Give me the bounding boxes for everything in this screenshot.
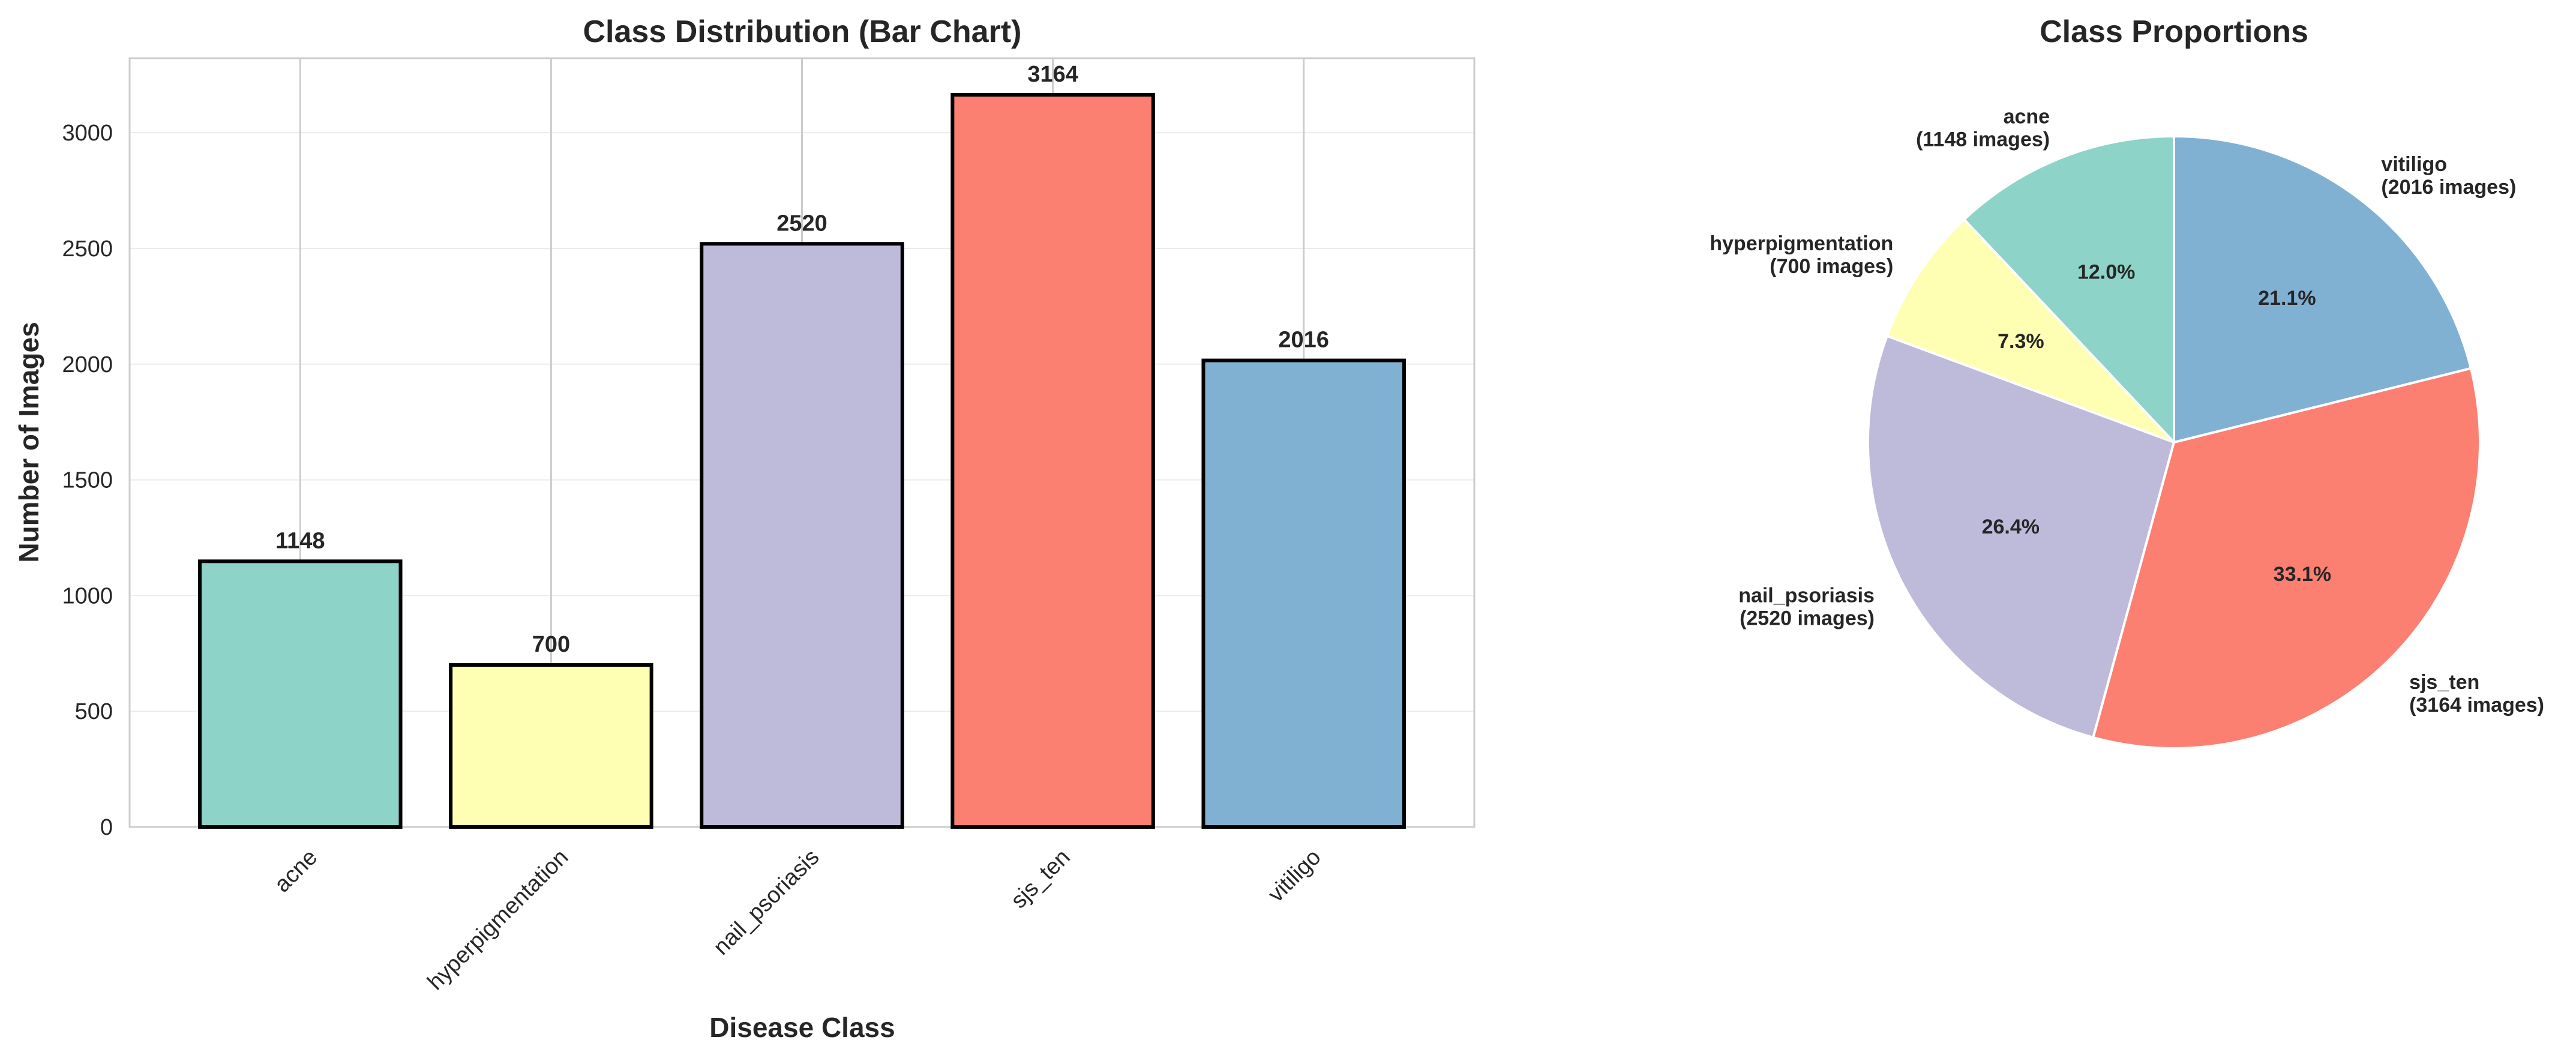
pie-slice-count: (700 images) [1770,255,1893,278]
pie-slice-labels: acne(1148 images) hyperpigmentation(700 i… [1710,106,2544,717]
bar-acne [198,559,403,829]
x-tick-label: sjs_ten [1006,844,1075,913]
bar-chart-title: Class Distribution (Bar Chart) [583,14,1022,49]
pie-slice-name: acne [2004,106,2050,128]
x-tick-label: vitiligo [1263,844,1326,907]
x-axis-label: Disease Class [709,1012,895,1043]
pie-slice-name: hyperpigmentation [1710,232,1893,255]
pie-slice-hyperpigmentation [1885,217,2175,443]
pie-chart-title: Class Proportions [2040,14,2308,49]
bar-value-label: 2520 [776,211,827,236]
bar-value-label: 700 [532,632,570,657]
y-axis-ticks: 0 500 1000 1500 2000 2500 3000 [62,121,113,840]
y-tick-label: 2500 [62,236,113,262]
y-tick-label: 0 [100,815,113,840]
pie-slices [1867,134,2481,750]
bar-value-label: 1148 [275,528,325,553]
pie-chart: Class Proportions 12.0% 7.3% 26.4% 33.1% 21.… [1710,14,2544,750]
pie-slice-name: sjs_ten [2409,671,2479,694]
pie-slice-name: vitiligo [2381,153,2447,176]
y-tick-label: 1500 [62,468,113,493]
x-tick-label: acne [269,844,322,897]
pie-slice-count: (2016 images) [2381,176,2516,199]
y-tick-label: 1000 [62,583,113,609]
pie-slice-count: (3164 images) [2409,694,2544,717]
pie-slice-count: (2520 images) [1740,607,1875,630]
y-tick-label: 2000 [62,352,113,377]
bar-nail_psoriasis [700,242,904,829]
pie-slice-name: nail_psoriasis [1738,584,1875,607]
bar-value-labels: 1148 700 2520 3164 2016 [275,62,1329,657]
bar-value-label: 2016 [1278,328,1329,353]
bar-sjs_ten [950,92,1155,829]
pie-percent-labels: 12.0% 7.3% 26.4% 33.1% 21.1% [1982,261,2331,586]
pie-percent-label: 21.1% [2258,287,2316,310]
pie-slice-sjs_ten [2091,367,2481,750]
x-tick-label: nail_psoriasis [709,844,824,960]
x-tick-label: hyperpigmentation [423,844,574,995]
bar-series [198,92,1406,829]
pie-percent-label: 26.4% [1982,515,2040,538]
bar-hyperpigmentation [449,663,653,829]
bar-value-label: 3164 [1027,62,1078,87]
y-axis-label: Number of Images [13,322,44,562]
pie-slice-nail_psoriasis [1867,334,2176,739]
pie-percent-label: 12.0% [2077,261,2135,284]
pie-slice-acne [1962,134,2175,446]
x-axis-ticks: acne hyperpigmentation nail_psoriasis sjs_t… [269,844,1326,995]
pie-percent-label: 7.3% [1998,330,2044,353]
pie-slice-vitiligo [2173,134,2473,444]
pie-slice-count: (1148 images) [1916,128,2050,151]
bar-chart: Class Distribution (Bar Chart) 1148 700 25… [13,14,1476,1043]
y-tick-label: 3000 [62,121,113,146]
pie-percent-label: 33.1% [2274,563,2331,586]
y-tick-label: 500 [75,699,113,724]
bar-vitiligo [1201,358,1406,829]
